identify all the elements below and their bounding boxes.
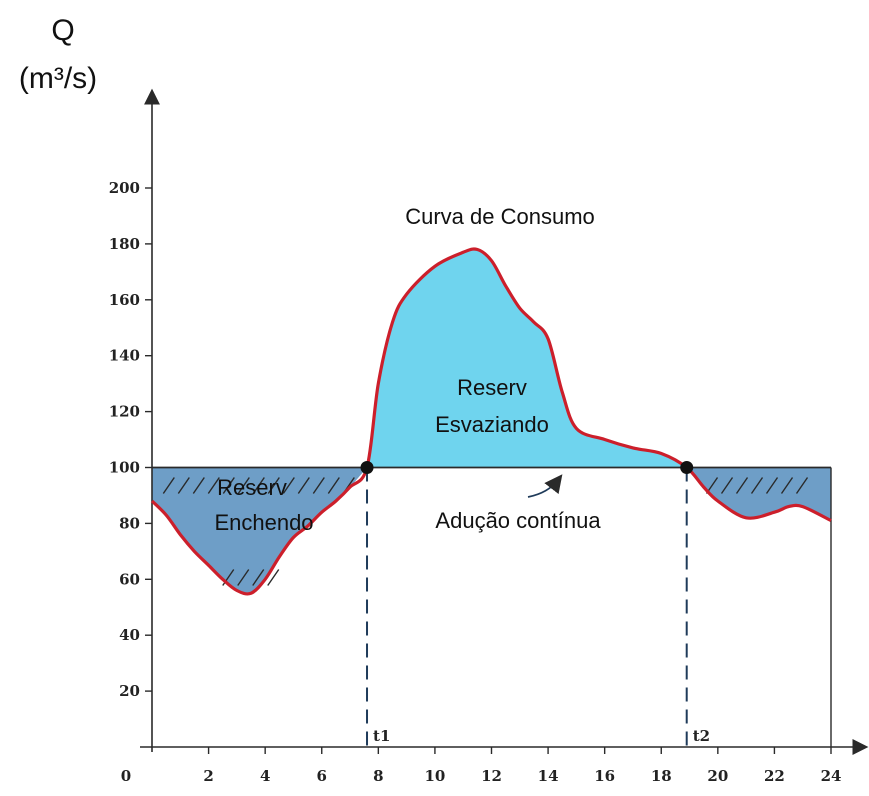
hatch-mark [222, 477, 235, 494]
x-tick-label: 22 [764, 767, 785, 785]
hatch-mark [735, 477, 749, 494]
hatch-mark [252, 569, 265, 586]
x-tick-label: 8 [373, 767, 383, 785]
y-tick-label: 20 [119, 682, 140, 700]
y-tick-label: 180 [109, 235, 140, 253]
hatch-mark [765, 477, 779, 494]
filling-hatch-marks [162, 477, 809, 586]
hatch-mark [312, 477, 325, 494]
x-tick-label: 10 [424, 767, 445, 785]
y-tick-label: 40 [119, 626, 140, 644]
filling-label-line1: Reserv [217, 475, 287, 500]
y-tick-group: 20 40 60 80 100 120 140 160 180 200 [109, 179, 152, 700]
x-tick-label: 12 [481, 767, 502, 785]
hatch-mark [720, 477, 734, 494]
consumption-curve-label: Curva de Consumo [405, 204, 595, 229]
x-tick-label: 18 [651, 767, 672, 785]
y-axis-unit: (m³/s) [19, 62, 97, 95]
supply-pointer-arrow [527, 474, 563, 498]
t1-marker [360, 461, 374, 474]
hatch-mark [192, 477, 205, 494]
y-tick-label: 60 [119, 570, 140, 588]
supply-label: Adução contínua [435, 508, 601, 533]
emptying-label-line2: Esvaziando [435, 412, 549, 437]
filling-area-2 [686, 467, 831, 521]
x-tick-label: 24 [821, 767, 842, 785]
y-axis-symbol: Q [51, 14, 74, 47]
t2-label: t2 [693, 727, 710, 745]
hatch-mark [327, 477, 340, 494]
x-tick-label: 2 [203, 767, 213, 785]
y-tick-label: 80 [119, 514, 140, 532]
hatch-mark [162, 477, 175, 494]
y-tick-label: 200 [109, 179, 140, 197]
hatch-mark [282, 477, 295, 494]
x-tick-label: 6 [317, 767, 327, 785]
hatch-mark [750, 477, 764, 494]
y-tick-label: 120 [109, 403, 140, 421]
y-tick-label: 160 [109, 291, 140, 309]
hatch-mark [237, 477, 250, 494]
t1-label: t1 [373, 727, 390, 745]
hatch-mark [267, 569, 280, 586]
emptying-area [367, 248, 687, 468]
x-tick-label: 20 [707, 767, 728, 785]
hatch-mark [207, 477, 220, 494]
origin-label: 0 [121, 767, 131, 785]
hatch-mark [297, 477, 310, 494]
t2-marker [680, 461, 694, 474]
hatch-mark [177, 477, 190, 494]
x-tick-label: 4 [260, 767, 270, 785]
hatch-mark [780, 477, 794, 494]
hatch-mark [795, 477, 809, 494]
hatch-mark [267, 477, 280, 494]
emptying-label-line1: Reserv [457, 375, 527, 400]
x-tick-group: 2 4 6 8 10 12 14 16 18 20 22 24 [203, 747, 841, 785]
x-tick-label: 14 [538, 767, 559, 785]
y-tick-label: 100 [109, 459, 140, 477]
filling-label-line2: Enchendo [214, 510, 313, 535]
y-tick-label: 140 [109, 347, 140, 365]
x-tick-label: 16 [594, 767, 615, 785]
consumption-curve [150, 247, 832, 596]
hatch-mark [237, 569, 250, 586]
hatch-mark [252, 477, 265, 494]
